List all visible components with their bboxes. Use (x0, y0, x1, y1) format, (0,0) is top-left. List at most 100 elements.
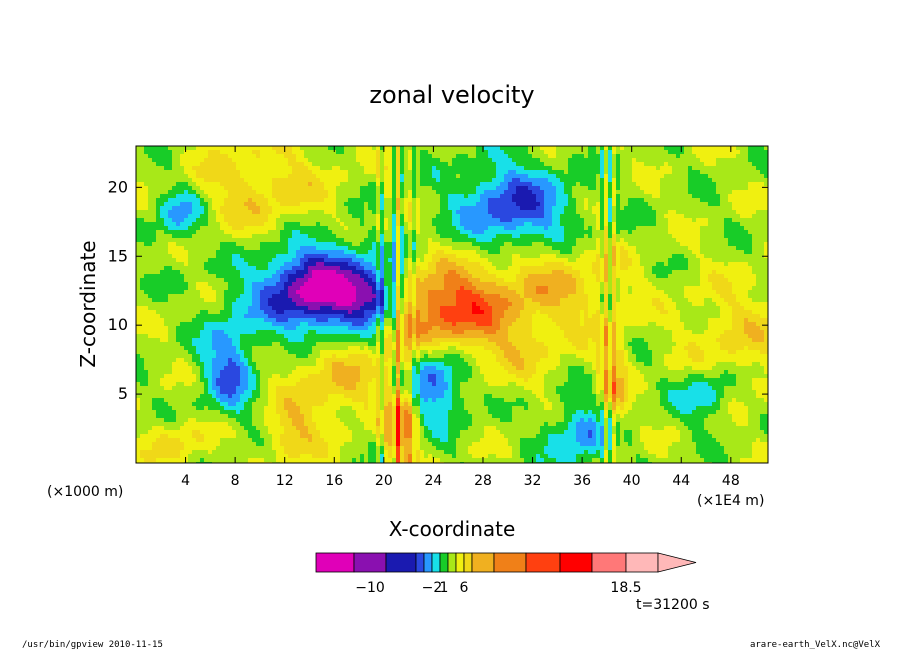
field-cell (352, 162, 357, 167)
field-cell (552, 186, 557, 191)
field-cell (552, 214, 557, 219)
field-cell (172, 194, 177, 199)
field-cell (652, 198, 657, 203)
field-cell (608, 194, 613, 199)
field-cell (480, 270, 485, 275)
field-cell (256, 266, 261, 271)
field-cell (728, 162, 733, 167)
field-cell (756, 230, 761, 235)
field-cell (216, 218, 221, 223)
field-cell (372, 154, 377, 159)
field-cell (252, 158, 257, 163)
field-cell (480, 258, 485, 263)
field-cell (732, 230, 737, 235)
field-cell (412, 186, 417, 191)
field-cell (464, 254, 469, 259)
field-cell (500, 190, 505, 195)
field-cell (288, 166, 293, 171)
field-cell (212, 194, 217, 199)
field-cell (652, 170, 657, 175)
field-cell (148, 214, 153, 219)
field-cell (272, 170, 277, 175)
field-cell (632, 178, 637, 183)
field-cell (648, 146, 653, 151)
field-cell (504, 194, 509, 199)
field-cell (312, 270, 317, 275)
field-cell (480, 154, 485, 159)
field-cell (444, 222, 449, 227)
field-cell (448, 230, 453, 235)
field-cell (660, 182, 665, 187)
field-cell (556, 170, 561, 175)
field-cell (400, 230, 405, 235)
field-cell (332, 158, 337, 163)
field-cell (456, 218, 461, 223)
field-cell (144, 238, 149, 243)
field-cell (620, 218, 625, 223)
field-cell (684, 178, 689, 183)
field-cell (744, 146, 749, 151)
field-cell (516, 262, 521, 267)
field-cell (312, 246, 317, 251)
field-cell (724, 214, 729, 219)
field-cell (428, 182, 433, 187)
field-cell (300, 218, 305, 223)
field-cell (172, 258, 177, 263)
field-cell (504, 242, 509, 247)
field-cell (592, 158, 597, 163)
field-cell (548, 226, 553, 231)
field-cell (280, 242, 285, 247)
field-cell (200, 250, 205, 255)
field-cell (408, 230, 413, 235)
field-cell (284, 214, 289, 219)
field-cell (344, 242, 349, 247)
field-cell (672, 202, 677, 207)
field-cell (416, 270, 421, 275)
field-cell (268, 238, 273, 243)
field-cell (692, 266, 697, 271)
field-cell (240, 146, 245, 151)
field-cell (212, 250, 217, 255)
field-cell (264, 202, 269, 207)
field-cell (656, 218, 661, 223)
field-cell (148, 174, 153, 179)
field-cell (356, 258, 361, 263)
field-cell (660, 258, 665, 263)
field-cell (500, 258, 505, 263)
field-cell (192, 166, 197, 171)
field-cell (708, 162, 713, 167)
field-cell (348, 190, 353, 195)
field-cell (348, 166, 353, 171)
field-cell (356, 150, 361, 155)
field-cell (680, 222, 685, 227)
field-cell (500, 170, 505, 175)
field-cell (344, 166, 349, 171)
field-cell (576, 258, 581, 263)
field-cell (176, 254, 181, 259)
field-cell (588, 210, 593, 215)
field-cell (764, 190, 768, 195)
field-cell (240, 214, 245, 219)
field-cell (604, 254, 609, 259)
field-cell (260, 198, 265, 203)
field-cell (320, 250, 325, 255)
field-cell (608, 238, 613, 243)
field-cell (588, 230, 593, 235)
field-cell (404, 150, 409, 155)
field-cell (412, 242, 417, 247)
field-cell (388, 174, 393, 179)
field-cell (216, 230, 221, 235)
field-cell (596, 206, 601, 211)
field-cell (500, 162, 505, 167)
field-cell (236, 270, 241, 275)
field-cell (716, 206, 721, 211)
field-cell (140, 194, 145, 199)
field-cell (424, 234, 429, 239)
field-cell (640, 234, 645, 239)
field-cell (216, 194, 221, 199)
field-cell (404, 182, 409, 187)
field-cell (368, 198, 373, 203)
field-cell (624, 190, 629, 195)
field-cell (444, 202, 449, 207)
field-cell (756, 210, 761, 215)
